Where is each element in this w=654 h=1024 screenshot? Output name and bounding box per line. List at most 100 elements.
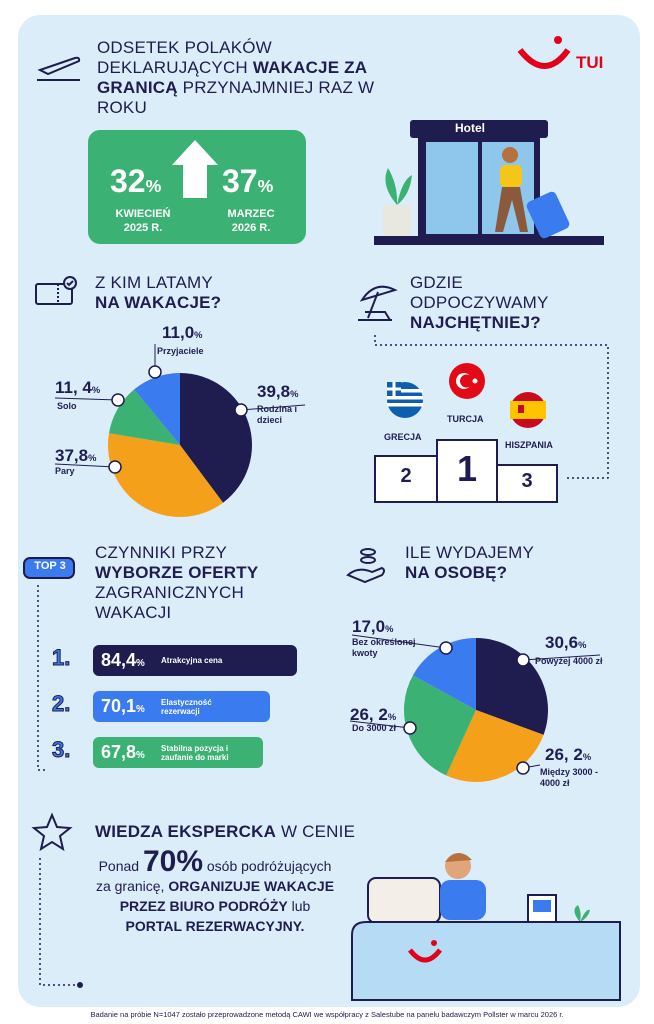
dotted-line bbox=[37, 585, 48, 771]
podium-place: 1 bbox=[456, 448, 478, 489]
category-label: Rodzina i dzieci bbox=[257, 404, 297, 425]
title-part: WIEDZA EKSPERCKA bbox=[95, 822, 277, 841]
section-title: ILE WYDAJEMY NA OSOBĘ? bbox=[405, 543, 534, 583]
title-part: PRZYNAJMNIEJ RAZ W ROKU bbox=[97, 78, 375, 117]
pie-slice bbox=[107, 433, 224, 518]
after-label: MARZEC 2026 R. bbox=[227, 208, 275, 234]
before-label: KWIECIEŃ 2025 R. bbox=[115, 208, 171, 234]
podium bbox=[374, 439, 558, 503]
value-label: 26, 2% bbox=[350, 705, 397, 724]
section-title: CZYNNIKI PRZY WYBORZE OFERTY ZAGRANICZNY… bbox=[95, 543, 295, 623]
title-part: WAKACJE ZA GRANICĄ bbox=[97, 58, 367, 97]
title-line: NAJCHĘTNIEJ? bbox=[410, 313, 541, 332]
flag-turkey bbox=[449, 363, 485, 399]
pie-slice bbox=[180, 373, 253, 503]
star-icon bbox=[31, 812, 73, 852]
factor-value: 84,4% bbox=[101, 650, 145, 670]
footnote: Badanie na próbie N=1047 zostało przepro… bbox=[90, 1010, 564, 1019]
factor-value: 67,8% bbox=[101, 742, 145, 762]
leader-line bbox=[54, 463, 116, 468]
rank: 3. bbox=[51, 737, 71, 763]
agent-illustration bbox=[351, 852, 621, 1001]
slice-icon bbox=[403, 721, 417, 735]
section-title: WIEDZA EKSPERCKA W CENIE bbox=[95, 822, 355, 842]
slice-icon bbox=[111, 393, 125, 407]
category-label: Bez określonej kwoty bbox=[352, 637, 416, 658]
leader-line bbox=[349, 720, 411, 729]
money-icon bbox=[346, 548, 385, 584]
title-line: GDZIE bbox=[410, 273, 463, 292]
text-part: Ponad bbox=[98, 858, 143, 874]
dotted-line bbox=[39, 858, 80, 986]
leader-line bbox=[351, 634, 447, 649]
text-part: lub bbox=[287, 898, 311, 914]
slice-icon bbox=[234, 403, 248, 417]
badge-text: TOP 3 bbox=[34, 560, 66, 572]
value-label: 11,0% bbox=[162, 323, 203, 342]
country-name: HISZPANIA bbox=[505, 440, 553, 450]
title-line: NA OSOBĘ? bbox=[405, 563, 508, 582]
factor-label: Stabilna pozycja i zaufanie do marki bbox=[161, 743, 229, 762]
ticket-icon bbox=[35, 276, 77, 305]
header-title: ODSETEK POLAKÓW DEKLARUJĄCYCH WAKACJE ZA… bbox=[97, 38, 387, 118]
factor-value: 70,1% bbox=[101, 696, 145, 716]
title-line: ODPOCZYWAMY bbox=[410, 293, 549, 312]
factor-pill: 84,4% Atrakcyjna cena bbox=[93, 645, 297, 676]
value-label: 37,8% bbox=[55, 446, 97, 465]
text-part: 70% bbox=[142, 845, 203, 878]
slice-icon bbox=[516, 653, 530, 667]
category-label: Między 3000 - 4000 zł bbox=[540, 767, 599, 788]
title-part: ZAGRANICZNYCH WAKACJI bbox=[95, 583, 244, 622]
title-line: Z KIM LATAMY bbox=[95, 273, 213, 292]
factor-pill: 70,1% Elastyczność rezerwacji bbox=[93, 691, 270, 722]
before-value: 32% bbox=[110, 163, 162, 199]
up-arrow bbox=[172, 140, 218, 198]
title-line: NA WAKACJE? bbox=[95, 293, 222, 312]
title-part: W CENIE bbox=[276, 822, 356, 841]
umbrella-icon bbox=[358, 285, 398, 321]
value-label: 26, 2% bbox=[545, 745, 592, 764]
text-part: ORGANIZUJE WAKACJE PRZEZ BIURO PODRÓŻY bbox=[119, 878, 335, 914]
flag-spain bbox=[510, 392, 546, 428]
expert-text: Ponad 70% osób podróżujących za granicę,… bbox=[90, 847, 340, 936]
category-label: Solo bbox=[57, 401, 77, 411]
rank: 1. bbox=[51, 645, 71, 671]
slice-icon bbox=[439, 641, 453, 655]
country-name: GRECJA bbox=[384, 432, 422, 442]
pie-slice bbox=[476, 638, 548, 735]
hotel-sign: Hotel bbox=[455, 121, 485, 135]
section-title: GDZIE ODPOCZYWAMY NAJCHĘTNIEJ? bbox=[410, 273, 549, 333]
logo-text: TUI bbox=[576, 53, 604, 72]
factor-pill: 67,8% Stabilna pozycja i zaufanie do mark… bbox=[93, 737, 263, 768]
value-label: 11, 4% bbox=[55, 378, 101, 397]
slice-icon bbox=[148, 365, 162, 379]
pie-slice bbox=[108, 389, 180, 445]
text-part: PORTAL REZERWACYJNY. bbox=[125, 918, 305, 934]
badge bbox=[23, 557, 75, 579]
hotel-illustration bbox=[374, 120, 604, 245]
title-part: ODSETEK POLAKÓW DEKLARUJĄCYCH bbox=[97, 38, 272, 77]
category-label: Powyżej 4000 zł bbox=[535, 656, 603, 666]
podium-place: 3 bbox=[521, 470, 533, 492]
flag-greece bbox=[387, 382, 423, 418]
value-label: 30,6% bbox=[545, 633, 587, 652]
dotted-line bbox=[374, 335, 609, 479]
factor-label: Atrakcyjna cena bbox=[161, 656, 223, 665]
title-part: CZYNNIKI PRZY bbox=[95, 543, 227, 562]
pie-slice bbox=[404, 675, 476, 776]
pie-slice bbox=[134, 373, 180, 445]
value-label: 39,8% bbox=[257, 382, 299, 401]
text-part: osób podróżujących za granicę, bbox=[95, 858, 332, 894]
leader-line bbox=[522, 654, 601, 661]
title-line: ILE WYDAJEMY bbox=[405, 543, 534, 562]
slice-icon bbox=[108, 460, 122, 474]
pie-slice bbox=[412, 638, 476, 710]
leader-line bbox=[240, 404, 306, 411]
title-part: WYBORZE OFERTY bbox=[95, 563, 259, 582]
value-label: 17,0% bbox=[352, 617, 394, 636]
logo-smile bbox=[517, 48, 571, 69]
factor-label: Elastyczność rezerwacji bbox=[161, 697, 212, 716]
logo-dot bbox=[554, 36, 562, 44]
section-title: Z KIM LATAMY NA WAKACJE? bbox=[95, 273, 221, 313]
podium-place: 2 bbox=[400, 465, 412, 487]
